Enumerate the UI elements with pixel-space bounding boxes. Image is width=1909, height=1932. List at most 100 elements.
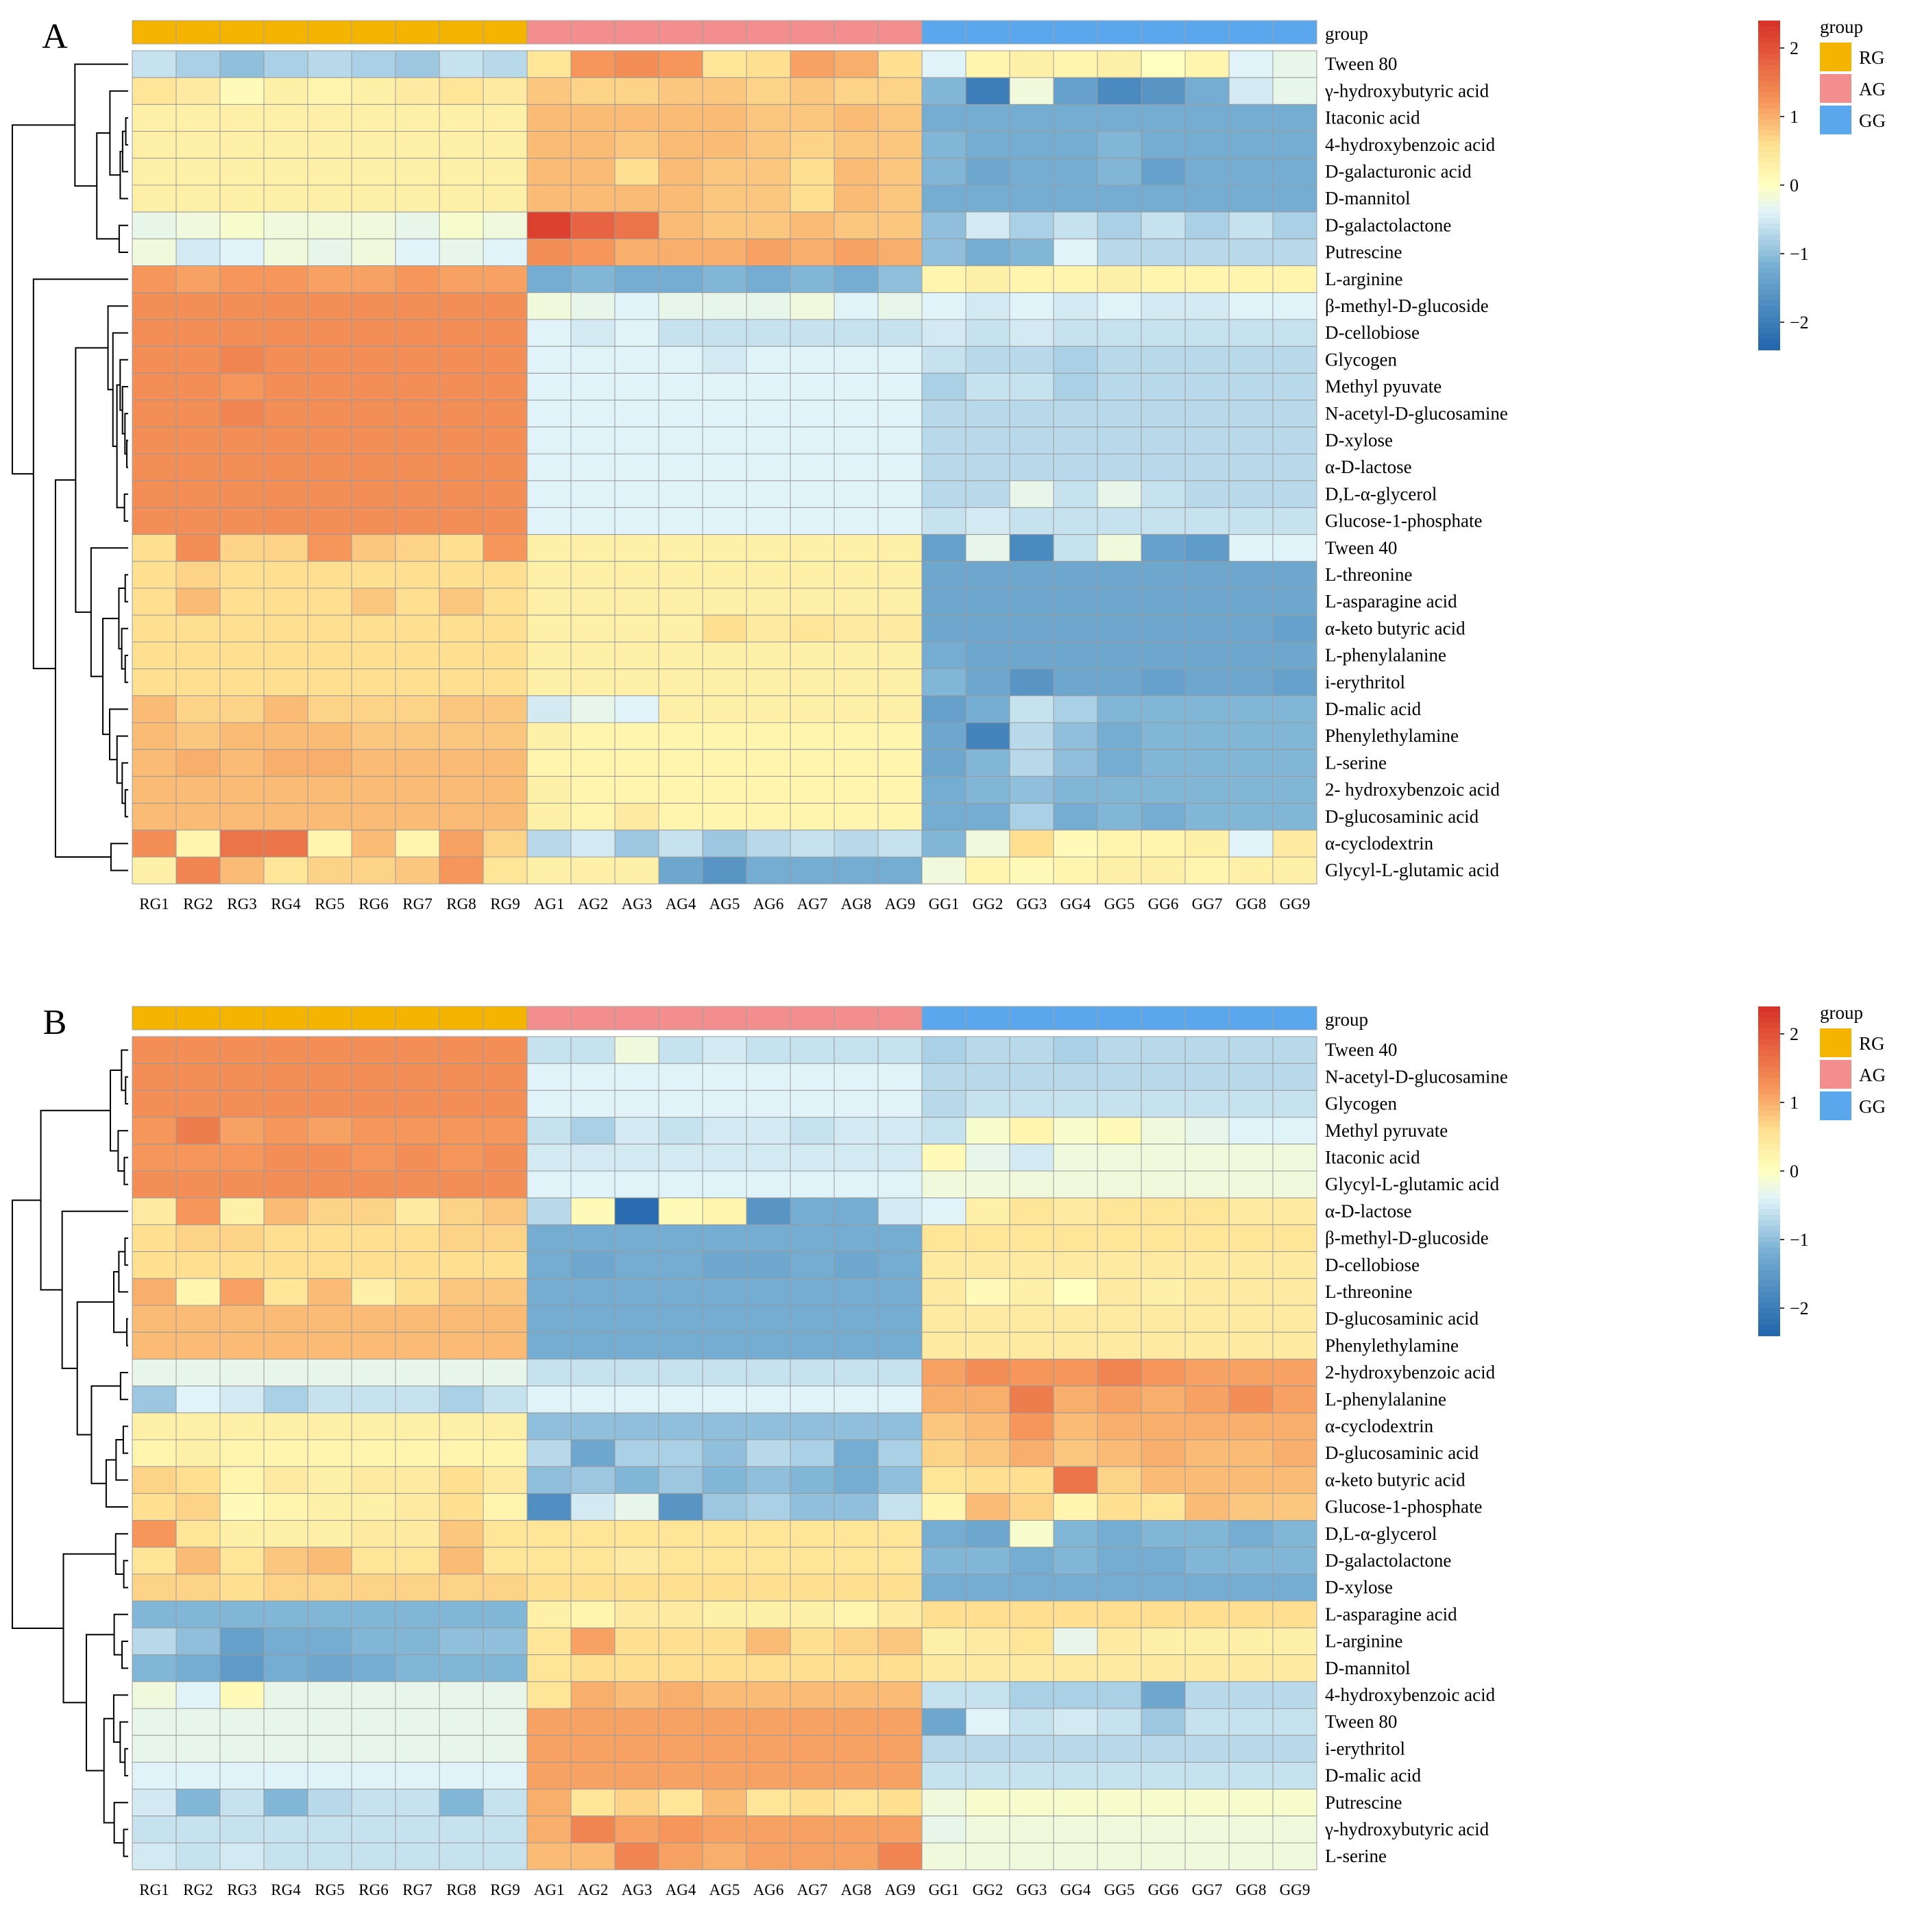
heatmap-cell [395,1627,440,1656]
heatmap-cell [790,695,835,723]
heatmap-cell [307,1278,352,1306]
heatmap-cell [1009,319,1054,347]
heatmap-cell [1053,1547,1098,1575]
heatmap-cell [439,1600,484,1628]
heatmap-cell [1053,1144,1098,1172]
heatmap-cell [1097,1547,1142,1575]
row-label: L-asparagine acid [1325,1604,1457,1624]
colorbar-step [1758,119,1780,125]
group-annotation-cell [702,20,747,45]
panel-letter: B [43,1003,67,1042]
row-label: Putrescine [1325,242,1402,263]
heatmap-cell [1228,1278,1274,1306]
heatmap-cell [439,1036,484,1064]
heatmap-cell [1141,319,1186,347]
heatmap-cell [614,1573,659,1602]
heatmap-cell [1272,1842,1317,1870]
heatmap-cell [351,1520,396,1548]
heatmap-cell [483,292,528,320]
heatmap-cell [1184,775,1230,804]
heatmap-cell [877,1493,923,1521]
heatmap-cell [570,722,616,750]
heatmap-cell [1053,695,1098,723]
colorbar-step [1758,273,1780,279]
group-annotation-cell [351,20,396,45]
heatmap-cell [746,1089,791,1118]
heatmap-cell [614,1197,659,1225]
heatmap-cell [263,292,308,320]
heatmap-cell [219,695,265,723]
heatmap-cell [263,695,308,723]
group-annotation-cell [965,20,1010,45]
heatmap-cell [877,1197,923,1225]
heatmap-cell [1272,641,1317,670]
heatmap-cell [1228,1600,1274,1628]
heatmap-cell [790,265,835,293]
heatmap-cell [877,480,923,508]
heatmap-cell [1141,1224,1186,1253]
heatmap-cell [395,1439,440,1467]
heatmap-cell [877,1761,923,1790]
heatmap-cell [526,1466,572,1494]
heatmap-cell [790,346,835,374]
heatmap-cell [1097,1036,1142,1064]
heatmap-cell [526,534,572,562]
heatmap-cell [1184,1815,1230,1844]
heatmap-cell [702,1170,747,1198]
colorbar-step [1758,185,1780,191]
heatmap-cell [702,265,747,293]
heatmap-cell [1228,1573,1274,1602]
column-label: RG9 [490,1881,520,1898]
heatmap-cell [395,1063,440,1091]
heatmap-cell [834,1305,879,1333]
heatmap-cell [1009,104,1054,132]
heatmap-cell [834,830,879,858]
heatmap-cell [351,1815,396,1844]
heatmap-cell [132,184,177,213]
heatmap-cell [1228,1681,1274,1709]
heatmap-cell [1097,1386,1142,1414]
heatmap-cell [834,50,879,78]
heatmap-cell [921,184,966,213]
row-label: D-malic acid [1325,699,1422,719]
heatmap-cell [483,856,528,884]
heatmap-cell [834,1089,879,1118]
heatmap-cell [132,830,177,858]
heatmap-cell [570,1170,616,1198]
heatmap-cell [1009,588,1054,616]
heatmap-cell [132,1627,177,1656]
heatmap-cell [658,211,703,239]
heatmap-cell [132,346,177,374]
heatmap-cell [877,1466,923,1494]
heatmap-cell [834,749,879,777]
colorbar-step [1758,1171,1780,1177]
heatmap-cell [570,1735,616,1763]
heatmap-cell [395,561,440,589]
heatmap-cell [1272,614,1317,642]
heatmap-cell [1141,292,1186,320]
heatmap-cell [1228,1224,1274,1253]
heatmap-cell [570,1197,616,1225]
heatmap-cell [614,1789,659,1817]
heatmap-cell [526,238,572,267]
row-label: Tween 40 [1325,538,1397,558]
heatmap-cell [1053,614,1098,642]
dendrogram-branch [121,1641,128,1669]
heatmap-cell [263,722,308,750]
heatmap-cell [483,426,528,455]
heatmap-cell [483,211,528,239]
heatmap-cell [439,1547,484,1575]
heatmap-cell [614,400,659,428]
heatmap-cell [1272,158,1317,186]
heatmap-cell [1184,695,1230,723]
column-label: RG5 [315,895,344,913]
heatmap-cell [1141,453,1186,481]
heatmap-cell [1053,775,1098,804]
colorbar-tick-label: 2 [1790,38,1799,58]
group-annotation-cell [1009,1006,1054,1030]
heatmap-cell [1228,775,1274,804]
heatmap-cell [483,1170,528,1198]
heatmap-cell [877,588,923,616]
column-label: RG6 [358,1881,388,1898]
heatmap-cell [570,1654,616,1682]
